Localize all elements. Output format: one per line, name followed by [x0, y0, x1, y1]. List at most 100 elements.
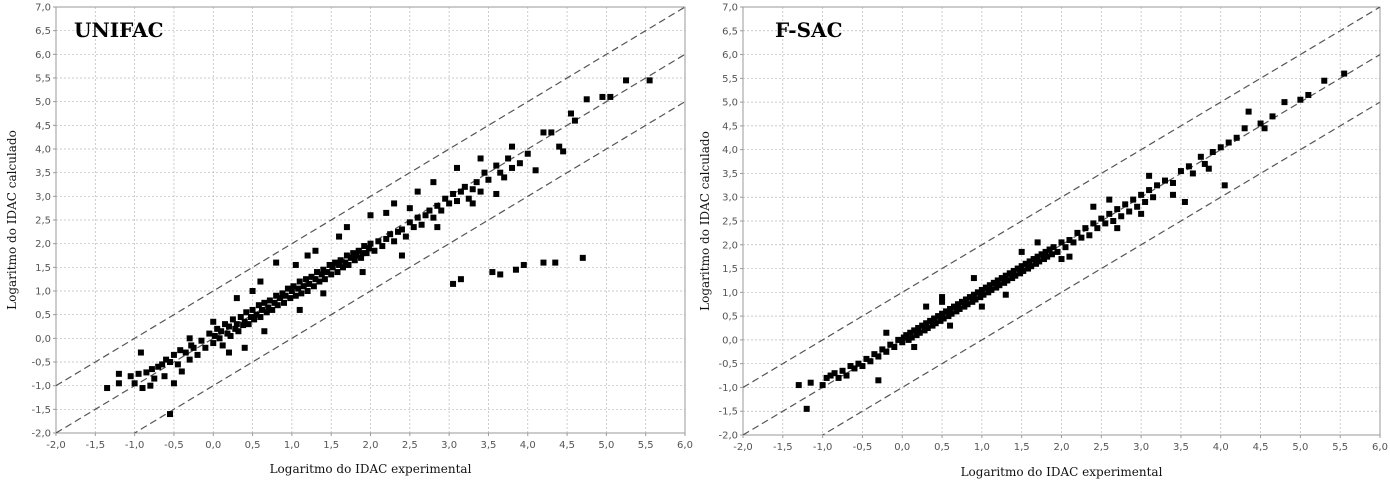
unifac-data-point: [296, 306, 303, 313]
fsac-y-tick-label: 7,0: [722, 3, 738, 14]
unifac-data-point: [219, 342, 226, 349]
unifac-data-point: [312, 247, 319, 254]
fsac-data-point: [994, 277, 1001, 284]
unifac-data-point: [446, 200, 453, 207]
fsac-data-point: [998, 275, 1005, 282]
unifac-data-point: [281, 299, 288, 306]
unifac-data-point: [365, 245, 372, 252]
fsac-y-tick-label: -1,5: [718, 407, 738, 418]
fsac-data-point: [1110, 218, 1117, 224]
fsac-y-tick-label: 1,5: [722, 264, 738, 275]
fsac-data-point: [940, 315, 947, 322]
unifac-data-point: [430, 214, 437, 221]
unifac-y-tick-label: 0,5: [35, 310, 51, 321]
fsac-data-point: [1062, 244, 1069, 251]
fsac-data-point: [899, 339, 906, 346]
fsac-chart-title: F-SAC: [775, 18, 842, 42]
fsac-data-point: [1197, 153, 1204, 160]
fsac-data-point: [947, 322, 954, 329]
fsac-data-point: [1034, 239, 1041, 246]
unifac-x-axis-label: Logaritmo do IDAC experimental: [270, 462, 472, 476]
fsac-data-point: [1221, 182, 1228, 189]
unifac-data-point: [512, 266, 519, 273]
fsac-data-point: [905, 336, 912, 343]
unifac-y-tick-label: 3,5: [35, 168, 51, 179]
unifac-data-point: [202, 344, 209, 351]
fsac-data-point: [1012, 272, 1019, 279]
unifac-data-point: [284, 285, 291, 292]
unifac-data-point: [321, 276, 328, 283]
unifac-y-tick-label: 2,0: [35, 239, 51, 250]
fsac-x-tick-label: -1,0: [813, 442, 833, 453]
unifac-data-point: [326, 261, 333, 268]
unifac-data-point: [137, 349, 144, 356]
fsac-data-point: [982, 284, 989, 291]
unifac-y-tick-label: -2,0: [31, 429, 51, 440]
unifac-data-point: [469, 200, 476, 207]
unifac-data-point: [269, 306, 276, 313]
fsac-data-point: [937, 317, 944, 324]
unifac-x-tick-label: 2,5: [402, 440, 418, 451]
unifac-y-tick-label: 5,5: [35, 74, 51, 85]
fsac-data-point: [1114, 206, 1121, 213]
fsac-data-point: [932, 320, 939, 327]
fsac-scatter-chart: -2,0 -1,5 -1,0 -0,5 0,0 0,5 1,0 1,5 2,0 2,5 3,0 3,5…: [698, 3, 1388, 480]
unifac-data-point: [567, 110, 574, 117]
unifac-data-point: [442, 195, 449, 202]
unifac-data-point: [190, 344, 197, 351]
fsac-x-tick-label: 3,0: [1133, 442, 1149, 453]
unifac-data-point: [211, 332, 218, 339]
unifac-data-point: [414, 214, 421, 221]
fsac-data-point: [1025, 265, 1032, 272]
fsac-data-point: [1209, 149, 1216, 156]
unifac-data-point: [505, 155, 512, 162]
unifac-data-point: [398, 252, 405, 259]
unifac-data-point: [314, 269, 321, 276]
unifac-data-point: [343, 224, 350, 231]
fsac-data-point: [859, 363, 866, 370]
fsac-x-tick-label: 5,5: [1332, 442, 1348, 453]
fsac-data-point: [1034, 253, 1041, 260]
unifac-data-point: [229, 316, 236, 323]
unifac-data-point: [532, 167, 539, 174]
unifac-data-point: [255, 302, 262, 309]
unifac-data-point: [240, 322, 247, 329]
unifac-data-point: [263, 309, 270, 316]
fsac-data-point: [948, 310, 955, 317]
fsac-data-point: [1030, 256, 1037, 263]
fsac-data-point: [887, 341, 894, 348]
fsac-data-point: [1185, 163, 1192, 170]
fsac-data-point: [977, 294, 984, 301]
fsac-x-tick-label: 5,0: [1292, 442, 1308, 453]
unifac-data-point: [481, 169, 488, 176]
unifac-data-point: [233, 295, 240, 302]
fsac-x-tick-label: 6,0: [1372, 442, 1388, 453]
unifac-data-point: [363, 250, 370, 257]
unifac-y-tick-label: 7,0: [35, 3, 51, 14]
unifac-data-point: [336, 261, 343, 268]
unifac-data-point: [139, 385, 146, 392]
fsac-data-point: [1146, 187, 1153, 194]
fsac-data-point: [1181, 198, 1188, 205]
fsac-data-point: [895, 336, 902, 343]
fsac-data-point: [907, 329, 914, 336]
unifac-y-tick-label: 4,0: [35, 145, 51, 156]
fsac-y-tick-label: 0,5: [722, 312, 738, 323]
fsac-data-point: [883, 348, 890, 355]
unifac-data-point: [345, 261, 352, 268]
fsac-data-point: [1040, 256, 1047, 263]
unifac-data-point: [194, 351, 201, 358]
fsac-data-point: [1150, 194, 1157, 201]
fsac-data-point: [1106, 210, 1113, 217]
unifac-x-tick-label: -0,5: [164, 440, 184, 451]
fsac-data-point: [879, 346, 886, 353]
fsac-data-point: [855, 360, 862, 367]
unifac-data-point: [426, 207, 433, 214]
unifac-data-point: [261, 299, 268, 306]
unifac-data-point: [477, 188, 484, 195]
fsac-data-point: [1090, 203, 1097, 210]
fsac-data-point: [1122, 201, 1129, 208]
fsac-data-point: [1094, 225, 1101, 232]
unifac-data-point: [266, 297, 273, 304]
unifac-data-point: [295, 285, 302, 292]
